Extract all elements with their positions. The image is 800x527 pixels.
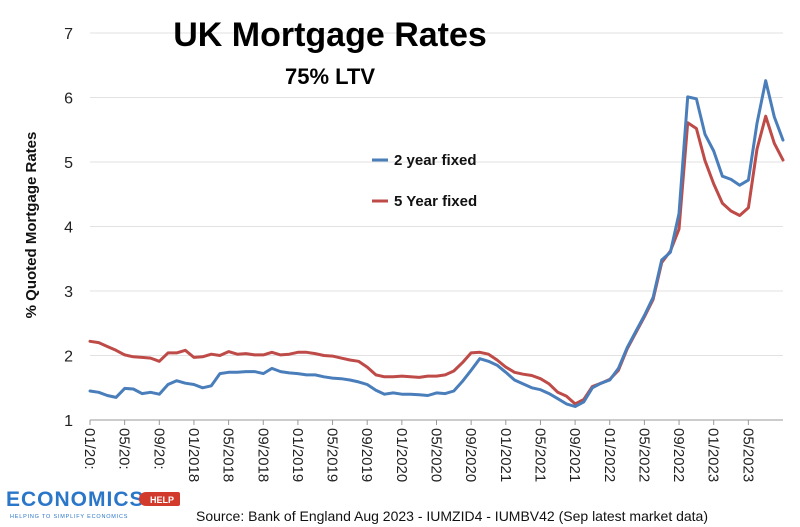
y-axis-label: % Quoted Mortgage Rates <box>23 132 40 319</box>
economics-help-logo: ECONOMICS HELPING TO SIMPLIFY ECONOMICS … <box>6 488 180 520</box>
x-tick-label: 01/2023 <box>705 428 722 482</box>
y-tick-label: 6 <box>64 91 73 108</box>
logo-badge-tag <box>146 492 180 506</box>
x-tick-label: 05/20: <box>116 428 133 470</box>
x-tick-label: 09/20: <box>150 428 167 470</box>
y-axis-ticks: 1 2 3 4 5 6 7 <box>64 26 73 430</box>
legend: 2 year fixed 5 Year fixed <box>372 152 477 210</box>
x-axis-ticks: 01/20: 05/20: 09/20: 01/2018 05/2018 09/2018 0… <box>81 420 756 482</box>
x-tick-label: 05/2022 <box>635 428 652 482</box>
x-tick-label: 05/2019 <box>324 428 341 482</box>
x-tick-label: 09/2019 <box>358 428 375 482</box>
x-tick-label: 05/2020 <box>428 428 445 482</box>
logo-tagline: HELPING TO SIMPLIFY ECONOMICS <box>10 514 128 520</box>
series-line-2-year-fixed <box>88 79 785 408</box>
logo-name: ECONOMICS <box>6 488 145 511</box>
x-tick-label: 01/2020 <box>393 428 410 482</box>
x-tick-label: 05/2021 <box>531 428 548 482</box>
y-tick-label: 7 <box>64 26 73 43</box>
y-tick-label: 5 <box>64 155 73 172</box>
chart-title: UK Mortgage Rates <box>173 16 487 54</box>
y-tick-label: 3 <box>64 284 73 301</box>
x-tick-label: 01/2019 <box>289 428 306 482</box>
x-tick-label: 09/2018 <box>254 428 271 482</box>
y-tick-label: 2 <box>64 349 73 366</box>
y-tick-label: 1 <box>64 413 73 430</box>
x-tick-label: 09/2021 <box>566 428 583 482</box>
chart-subtitle: 75% LTV <box>285 64 375 89</box>
logo-badge-text: HELP <box>150 495 174 505</box>
x-tick-label: 01/20: <box>81 428 98 470</box>
legend-label-2-year: 2 year fixed <box>394 152 477 169</box>
x-tick-label: 01/2022 <box>601 428 618 482</box>
x-tick-label: 01/2018 <box>185 428 202 482</box>
source-note: Source: Bank of England Aug 2023 - IUMZI… <box>196 508 708 524</box>
x-tick-label: 09/2022 <box>670 428 687 482</box>
x-tick-label: 05/2018 <box>220 428 237 482</box>
x-tick-label: 05/2023 <box>739 428 756 482</box>
series-lines <box>88 79 785 408</box>
x-tick-label: 09/2020 <box>462 428 479 482</box>
x-tick-label: 01/2021 <box>497 428 514 482</box>
y-tick-label: 4 <box>64 220 73 237</box>
legend-label-5-year: 5 Year fixed <box>394 193 477 210</box>
